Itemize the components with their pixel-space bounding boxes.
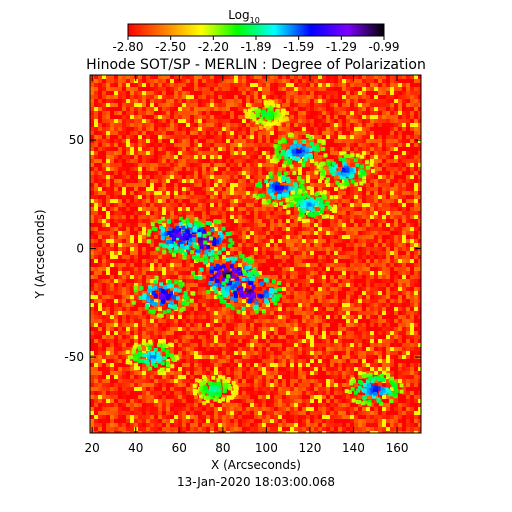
polarization-region bbox=[216, 269, 282, 314]
y-tick-label: -50 bbox=[64, 350, 84, 364]
y-tick-label: 0 bbox=[76, 242, 84, 256]
polarization-region bbox=[146, 216, 213, 257]
polarization-region bbox=[192, 375, 239, 405]
timestamp: 13-Jan-2020 18:03:00.068 bbox=[177, 475, 335, 489]
colorbar-tick-label: -2.80 bbox=[112, 40, 143, 54]
x-tick-label: 160 bbox=[386, 441, 409, 455]
polarization-region bbox=[131, 275, 196, 318]
x-tick-label: 100 bbox=[255, 441, 278, 455]
colorbar bbox=[127, 23, 385, 37]
x-tick-label: 140 bbox=[342, 441, 365, 455]
colorbar-label-sub: 10 bbox=[250, 16, 260, 25]
y-tick-label: 50 bbox=[69, 133, 84, 147]
x-axis: 20 40 60 80 100 120 140 160 bbox=[85, 75, 409, 455]
x-tick-label: 60 bbox=[172, 441, 187, 455]
colorbar-tick-label: -1.89 bbox=[240, 40, 271, 54]
y-axis: -50 0 50 bbox=[64, 133, 421, 364]
x-tick-label: 20 bbox=[85, 441, 100, 455]
colorbar-label-base: Log bbox=[228, 8, 249, 22]
y-axis-label: Y (Arcseconds) bbox=[33, 209, 47, 299]
x-tick-label: 40 bbox=[128, 441, 143, 455]
colorbar-label: Log10 bbox=[228, 8, 260, 25]
heatmap-plot-area bbox=[89, 74, 422, 434]
x-tick-label: 80 bbox=[215, 441, 230, 455]
heatmap-regions bbox=[125, 99, 404, 407]
polarization-region bbox=[282, 188, 338, 223]
polarization-region bbox=[272, 132, 328, 169]
polarization-region bbox=[243, 99, 290, 131]
polarization-region bbox=[314, 151, 375, 190]
polarization-region bbox=[252, 170, 311, 206]
plot-frame bbox=[89, 74, 422, 434]
x-axis-label: X (Arcseconds) bbox=[211, 458, 301, 472]
colorbar-tick-label: -1.59 bbox=[283, 40, 314, 54]
x-tick-label: 120 bbox=[298, 441, 321, 455]
colorbar-tick-label: -2.50 bbox=[155, 40, 186, 54]
chart-title: Hinode SOT/SP - MERLIN : Degree of Polar… bbox=[86, 57, 426, 73]
colorbar-ticks: -2.80 -2.50 -2.20 -1.89 -1.59 -1.29 -0.99 bbox=[112, 36, 400, 54]
colorbar-tick-label: -1.29 bbox=[326, 40, 357, 54]
polarization-region bbox=[125, 339, 180, 376]
polarization-region bbox=[344, 370, 404, 407]
colorbar-tick-label: -0.99 bbox=[368, 40, 399, 54]
colorbar-tick-label: -2.20 bbox=[198, 40, 229, 54]
